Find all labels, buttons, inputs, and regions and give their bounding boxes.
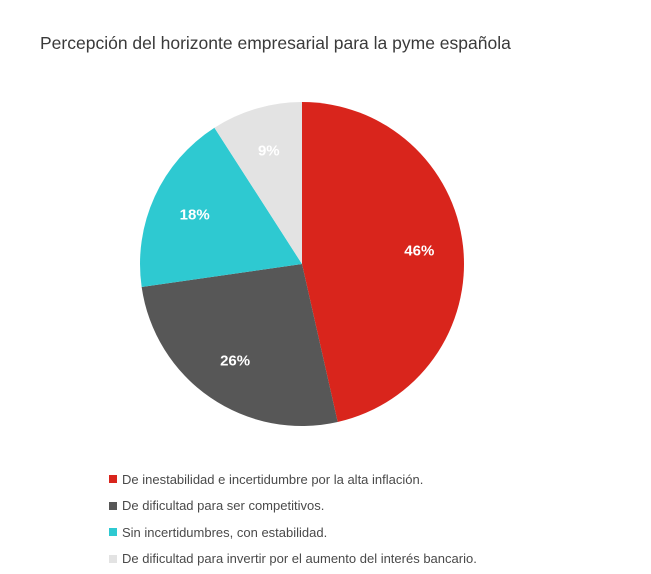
legend-label: De inestabilidad e incertidumbre por la …	[122, 471, 424, 487]
legend-item: De dificultad para ser competitivos.	[109, 493, 477, 520]
pie-slice	[140, 127, 302, 288]
slice-data-label: 46%	[404, 242, 434, 259]
chart-title: Percepción del horizonte empresarial par…	[40, 33, 511, 53]
legend-item: Sin incertidumbres, con estabilidad.	[109, 519, 477, 546]
legend-item: De inestabilidad e incertidumbre por la …	[109, 466, 477, 493]
slice-data-label: 18%	[180, 207, 210, 224]
legend-label: De dificultad para invertir por el aumen…	[122, 551, 477, 567]
slice-data-label: 26%	[220, 353, 250, 370]
legend-swatch	[109, 475, 117, 484]
legend-item: De dificultad para invertir por el aumen…	[109, 546, 477, 573]
legend-swatch	[109, 554, 117, 563]
slice-data-label: 9%	[258, 142, 280, 159]
pie-slice	[302, 102, 465, 423]
pie-slice	[214, 102, 302, 264]
legend-label: De dificultad para ser competitivos.	[122, 498, 325, 514]
legend-label: Sin incertidumbres, con estabilidad.	[122, 524, 328, 540]
pie-slice	[141, 264, 338, 427]
legend-swatch	[109, 528, 117, 537]
legend: De inestabilidad e incertidumbre por la …	[109, 466, 477, 572]
legend-swatch	[109, 501, 117, 510]
